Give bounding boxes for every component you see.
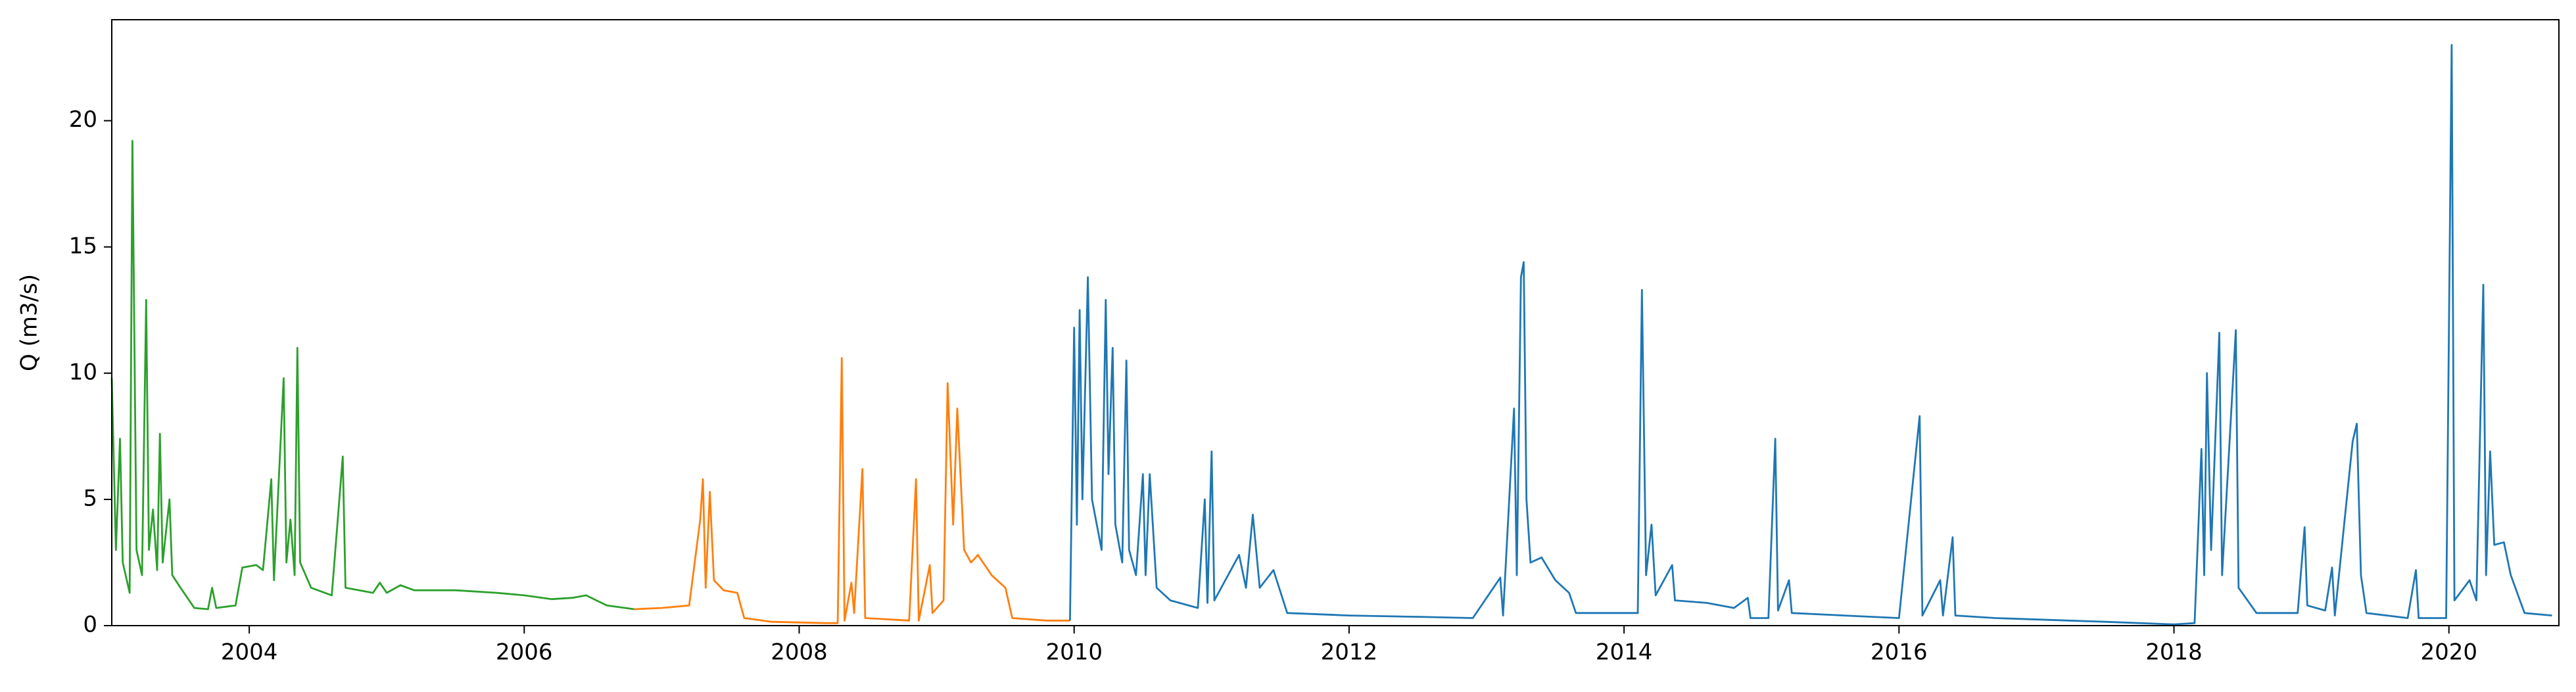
x-tick-label: 2014 xyxy=(1596,639,1653,666)
series-line xyxy=(110,140,634,611)
x-tick-label: 2016 xyxy=(1871,639,1928,666)
y-tick-label: 15 xyxy=(69,233,97,259)
y-tick-label: 0 xyxy=(83,612,97,638)
series-line xyxy=(1069,44,2552,626)
series-line xyxy=(634,357,1070,624)
y-tick-label: 5 xyxy=(83,485,97,511)
x-tick-label: 2018 xyxy=(2145,639,2203,666)
y-tick-label: 10 xyxy=(69,359,97,385)
x-tick-label: 2012 xyxy=(1321,639,1378,666)
x-tick-label: 2006 xyxy=(496,639,553,666)
plot-frame xyxy=(111,19,2560,626)
y-tick-label: 20 xyxy=(69,106,97,133)
x-tick-label: 2004 xyxy=(221,639,278,666)
x-tick-label: 2008 xyxy=(771,639,828,666)
x-tick-label: 2020 xyxy=(2420,639,2477,666)
x-tick-label: 2010 xyxy=(1045,639,1103,666)
y-axis-label: Q (m3/s) xyxy=(16,274,43,371)
